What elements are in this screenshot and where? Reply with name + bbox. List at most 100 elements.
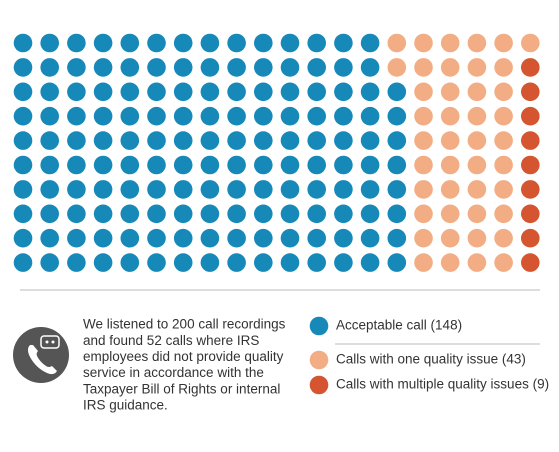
dot <box>307 228 327 248</box>
dot <box>440 58 460 77</box>
dot <box>440 204 460 224</box>
dot <box>93 131 113 150</box>
dot <box>414 58 433 77</box>
dot <box>40 58 59 77</box>
dot <box>440 33 460 53</box>
dot <box>227 155 246 175</box>
dot <box>387 131 407 150</box>
dot <box>414 131 433 150</box>
dot <box>227 58 246 77</box>
dot <box>227 106 246 126</box>
dot <box>440 155 460 175</box>
dot <box>280 180 300 199</box>
dot <box>494 58 513 77</box>
dot <box>93 180 113 199</box>
dot <box>280 33 300 53</box>
description-line: We listened to 200 call recordings <box>83 317 286 332</box>
dot <box>147 228 166 248</box>
dot <box>173 228 193 248</box>
dot <box>414 204 433 224</box>
dot <box>67 106 86 126</box>
dot <box>147 253 166 272</box>
legend-swatch <box>309 316 329 336</box>
dot <box>67 204 86 224</box>
dot <box>120 204 140 224</box>
dot <box>13 228 33 248</box>
dot <box>173 155 193 175</box>
dot <box>40 155 59 175</box>
dot <box>253 228 273 248</box>
dot <box>521 228 540 248</box>
dot <box>93 58 113 77</box>
dot <box>93 204 113 224</box>
dot <box>334 58 353 77</box>
dot <box>307 131 327 150</box>
dot <box>13 253 33 272</box>
dot <box>521 33 540 53</box>
dot <box>494 82 513 102</box>
dot <box>40 204 59 224</box>
dot <box>173 204 193 224</box>
dot <box>253 106 273 126</box>
dot <box>360 33 380 53</box>
dot <box>120 58 140 77</box>
legend-swatch <box>309 350 329 370</box>
dot <box>13 106 33 126</box>
description-line: IRS guidance. <box>83 398 168 413</box>
dot <box>387 58 407 77</box>
dot <box>307 58 327 77</box>
dot <box>227 228 246 248</box>
dot <box>227 131 246 150</box>
dot <box>147 82 166 102</box>
dot <box>173 180 193 199</box>
dot <box>387 253 407 272</box>
dot <box>414 106 433 126</box>
dot <box>334 253 353 272</box>
dot <box>334 106 353 126</box>
dot <box>307 106 327 126</box>
dot <box>120 131 140 150</box>
dot <box>13 131 33 150</box>
dot <box>200 82 220 102</box>
dot <box>334 180 353 199</box>
dot <box>360 180 380 199</box>
dot <box>334 33 353 53</box>
dot <box>494 155 513 175</box>
dot <box>307 180 327 199</box>
dot <box>120 155 140 175</box>
dot <box>494 204 513 224</box>
dot <box>40 82 59 102</box>
dot <box>360 131 380 150</box>
dot <box>120 33 140 53</box>
dot <box>387 155 407 175</box>
dot <box>147 204 166 224</box>
dot <box>227 180 246 199</box>
description-line: Taxpayer Bill of Rights or internal <box>83 381 280 396</box>
dot <box>200 155 220 175</box>
dot <box>414 253 433 272</box>
dot <box>120 180 140 199</box>
dot <box>280 58 300 77</box>
dot <box>521 180 540 199</box>
dot <box>200 180 220 199</box>
dot <box>173 33 193 53</box>
dot <box>280 228 300 248</box>
dot <box>147 131 166 150</box>
dot <box>494 131 513 150</box>
legend-label: Calls with one quality issue (43) <box>336 352 526 367</box>
dot <box>13 155 33 175</box>
dot <box>440 82 460 102</box>
dot <box>467 204 487 224</box>
dot <box>93 33 113 53</box>
dot <box>280 204 300 224</box>
dot <box>253 253 273 272</box>
dot <box>173 58 193 77</box>
dot <box>334 155 353 175</box>
dot <box>521 58 540 77</box>
dot <box>93 253 113 272</box>
dot <box>227 204 246 224</box>
dot <box>360 204 380 224</box>
dot <box>13 33 33 53</box>
dot <box>40 33 59 53</box>
dot <box>440 228 460 248</box>
